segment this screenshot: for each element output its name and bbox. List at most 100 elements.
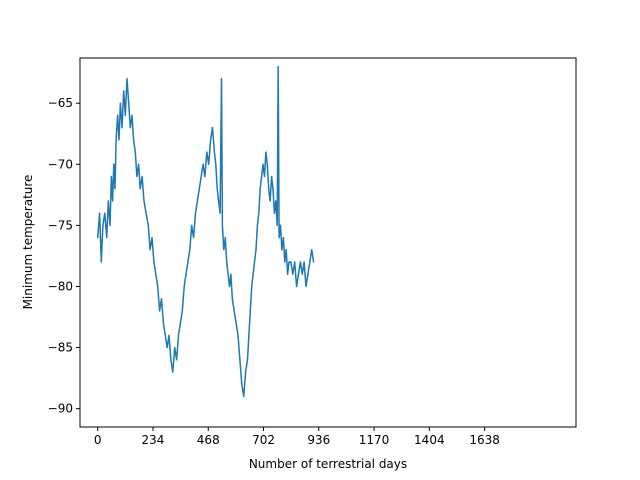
y-tick-label: −75 <box>48 218 73 232</box>
data-point <box>193 237 195 239</box>
data-point <box>181 310 183 312</box>
data-point <box>123 90 125 92</box>
data-point <box>172 371 174 373</box>
data-point <box>99 212 101 214</box>
x-tick-label: 1638 <box>469 433 500 447</box>
data-point <box>166 347 168 349</box>
data-point <box>141 175 143 178</box>
data-point <box>208 163 210 165</box>
data-point <box>285 249 287 251</box>
data-point <box>114 188 116 190</box>
data-point <box>177 334 180 336</box>
data-point <box>210 139 212 141</box>
data-point <box>262 163 264 165</box>
data-point <box>149 249 151 251</box>
data-point <box>268 188 270 190</box>
data-point <box>211 127 214 129</box>
data-point <box>200 175 202 178</box>
x-tick-label: 1170 <box>359 433 390 447</box>
data-point <box>256 224 258 226</box>
data-point <box>245 371 247 373</box>
data-point <box>311 249 313 251</box>
data-point <box>115 139 117 141</box>
data-point <box>113 163 115 165</box>
data-point <box>126 78 128 80</box>
data-point <box>145 212 147 214</box>
data-point <box>271 175 273 178</box>
data-point <box>219 212 221 214</box>
data-point <box>220 78 223 80</box>
data-point <box>246 359 249 361</box>
data-point <box>309 261 311 263</box>
data-point <box>228 285 231 288</box>
data-point <box>313 261 315 263</box>
data-point <box>213 151 215 153</box>
data-point <box>133 139 135 141</box>
data-point <box>97 237 99 239</box>
data-point <box>187 261 189 263</box>
data-point <box>112 200 114 202</box>
data-point <box>117 114 119 116</box>
data-point <box>179 322 181 324</box>
data-point <box>206 151 208 153</box>
x-tick-label: 234 <box>142 433 165 447</box>
data-point <box>259 188 261 190</box>
x-tick-label: 1404 <box>414 433 445 447</box>
data-point <box>241 383 243 385</box>
data-point <box>279 224 282 226</box>
data-point <box>233 310 235 312</box>
data-point <box>183 285 185 288</box>
data-point <box>252 273 254 275</box>
data-point <box>278 237 280 239</box>
data-point <box>258 212 260 214</box>
data-point <box>131 114 133 116</box>
y-tick-label: −90 <box>48 402 73 416</box>
data-point <box>266 163 268 165</box>
data-point <box>235 322 237 324</box>
data-point <box>276 224 278 226</box>
data-point <box>216 188 218 190</box>
y-tick-label: −70 <box>48 157 73 171</box>
x-tick-label: 468 <box>197 433 220 447</box>
data-point <box>168 334 170 336</box>
data-point <box>129 127 131 129</box>
data-point <box>301 273 303 275</box>
data-point <box>231 298 233 300</box>
data-point <box>277 66 279 68</box>
data-point <box>143 200 145 202</box>
series-layer <box>96 65 315 398</box>
data-point <box>153 261 155 263</box>
x-axis-label: Number of terrestrial days <box>249 457 407 471</box>
data-point <box>109 224 111 226</box>
data-point <box>138 163 140 165</box>
data-point <box>104 212 106 214</box>
data-point <box>189 249 191 251</box>
data-point <box>218 200 220 202</box>
data-point <box>299 261 301 263</box>
x-tick-label: 0 <box>94 433 102 447</box>
data-point <box>198 188 200 190</box>
x-tick-label: 936 <box>307 433 330 447</box>
data-point <box>305 285 307 288</box>
data-point <box>160 298 163 300</box>
data-point <box>191 224 193 226</box>
data-point <box>282 237 284 239</box>
y-tick-label: −80 <box>48 279 73 293</box>
data-point <box>118 139 120 141</box>
tick-layer: 0 234 468 702 936 1170 1404 1638 −90 −85 −80 −75 −70… <box>48 96 500 447</box>
plot-area-frame <box>79 57 577 428</box>
data-point <box>296 285 298 288</box>
data-point <box>239 359 241 361</box>
data-point <box>269 200 271 202</box>
data-point <box>224 237 226 239</box>
data-point <box>155 273 157 275</box>
data-point <box>157 285 159 288</box>
data-point <box>297 273 300 275</box>
data-point <box>248 334 250 336</box>
data-point <box>162 322 164 324</box>
data-point <box>290 261 292 263</box>
data-point <box>139 188 141 190</box>
data-point <box>110 175 112 178</box>
data-point <box>253 261 256 263</box>
data-point <box>170 359 172 361</box>
